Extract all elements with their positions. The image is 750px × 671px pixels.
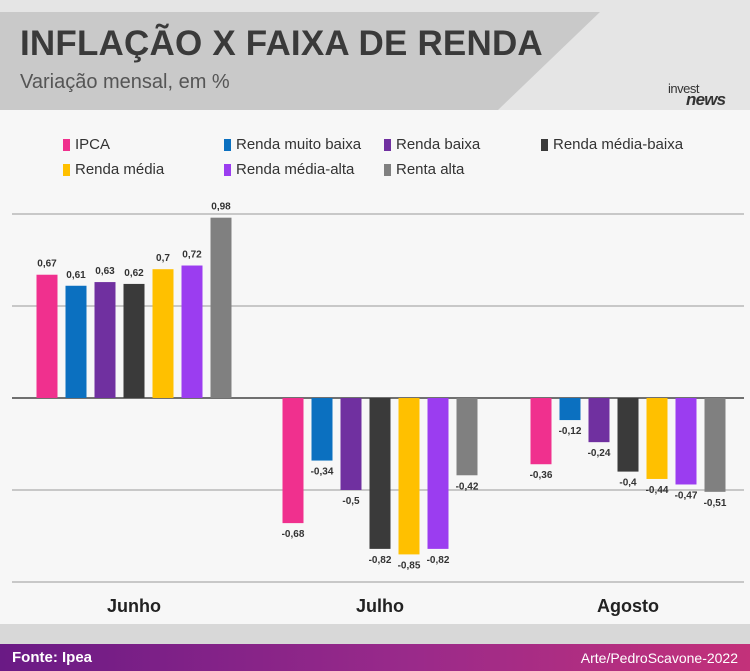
bar xyxy=(210,217,232,398)
bar xyxy=(152,269,174,398)
data-label: 0,72 xyxy=(182,250,202,261)
title-banner xyxy=(0,12,600,110)
legend-swatch xyxy=(224,138,231,151)
legend-swatch xyxy=(384,138,391,151)
data-label: 0,63 xyxy=(95,266,115,277)
bar xyxy=(646,398,668,479)
bar xyxy=(427,398,449,549)
data-label: 0,67 xyxy=(37,259,57,270)
legend-label: Renda média-alta xyxy=(236,161,355,178)
data-label: -0,34 xyxy=(311,467,334,478)
legend: IPCA Renda muito baixa Renda baixa Renda… xyxy=(0,132,750,182)
data-label: -0,51 xyxy=(704,498,727,509)
legend-item-ipca: IPCA xyxy=(63,136,110,153)
source-text: Fonte: Ipea xyxy=(12,649,93,666)
bar xyxy=(181,265,203,398)
bar-chart: 0,67 0,61 0,63 0,62 0,7 0,72 0,98 Junho -0,68 -0,… xyxy=(12,202,744,616)
bottom-strip xyxy=(0,624,750,644)
bar xyxy=(340,398,362,490)
data-label: -0,4 xyxy=(619,478,637,489)
data-label: -0,47 xyxy=(675,490,698,501)
legend-item-renda-media: Renda média xyxy=(63,161,164,178)
data-label: -0,82 xyxy=(427,555,450,566)
bar xyxy=(704,398,726,492)
footer: Fonte: Ipea Arte/PedroScavone-2022 xyxy=(0,644,750,671)
legend-swatch xyxy=(541,138,548,151)
bar xyxy=(65,285,87,398)
legend-swatch xyxy=(384,163,391,176)
legend-item-renda-baixa: Renda baixa xyxy=(384,136,480,153)
category-label: Agosto xyxy=(597,596,659,616)
bar xyxy=(36,274,58,398)
legend-label: Renda média-baixa xyxy=(553,136,684,153)
legend-swatch xyxy=(63,163,70,176)
legend-item-renda-muito-baixa: Renda muito baixa xyxy=(224,136,361,153)
chart-title: INFLAÇÃO X FAIXA DE RENDA xyxy=(20,24,543,63)
bar xyxy=(94,282,116,398)
credit-text: Arte/PedroScavone-2022 xyxy=(580,650,738,666)
legend-item-renta-alta: Renta alta xyxy=(384,161,464,178)
legend-label: Renta alta xyxy=(396,161,465,178)
data-label: 0,62 xyxy=(124,268,144,279)
data-label: -0,36 xyxy=(530,470,553,481)
bar xyxy=(530,398,552,465)
category-label: Junho xyxy=(107,596,161,616)
bar xyxy=(456,398,478,476)
bar xyxy=(282,398,304,524)
bar xyxy=(675,398,697,485)
legend-item-renda-media-baixa: Renda média-baixa xyxy=(541,136,683,153)
investnews-logo: invest news xyxy=(668,81,734,109)
data-label: 0,7 xyxy=(156,253,170,264)
legend-label: Renda muito baixa xyxy=(236,136,362,153)
data-label: -0,44 xyxy=(646,485,669,496)
bar xyxy=(559,398,581,421)
data-label: -0,82 xyxy=(369,555,392,566)
data-label: 0,98 xyxy=(211,202,231,213)
legend-label: IPCA xyxy=(75,136,111,153)
legend-label: Renda média xyxy=(75,161,165,178)
data-label: -0,12 xyxy=(559,426,582,437)
data-label: -0,42 xyxy=(456,481,479,492)
data-label: -0,68 xyxy=(282,529,305,540)
bar xyxy=(398,398,420,555)
legend-item-renda-media-alta: Renda média-alta xyxy=(224,161,354,178)
legend-swatch xyxy=(224,163,231,176)
legend-swatch xyxy=(63,138,70,151)
legend-label: Renda baixa xyxy=(396,136,481,153)
data-label: -0,85 xyxy=(398,560,421,571)
bar xyxy=(369,398,391,549)
data-label: -0,5 xyxy=(342,496,360,507)
bar xyxy=(588,398,610,443)
logo-text-news: news xyxy=(686,90,726,109)
bar xyxy=(123,283,145,398)
logo-text-invest: invest xyxy=(668,81,699,96)
bar xyxy=(311,398,333,461)
chart-subtitle: Variação mensal, em % xyxy=(20,71,230,93)
data-label: 0,61 xyxy=(66,270,86,281)
bar xyxy=(617,398,639,472)
category-label: Julho xyxy=(356,596,404,616)
data-label: -0,24 xyxy=(588,448,611,459)
